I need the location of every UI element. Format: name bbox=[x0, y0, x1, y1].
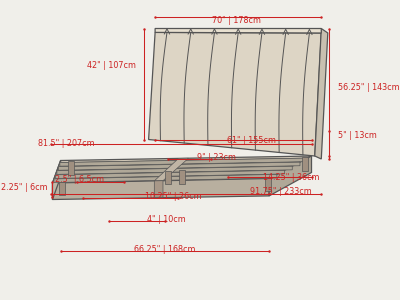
Polygon shape bbox=[54, 174, 277, 180]
Polygon shape bbox=[60, 182, 65, 195]
Polygon shape bbox=[54, 174, 277, 182]
Text: 14.25" | 36cm: 14.25" | 36cm bbox=[263, 172, 319, 182]
Polygon shape bbox=[265, 178, 270, 191]
Text: 81.5" | 207cm: 81.5" | 207cm bbox=[38, 140, 95, 148]
Polygon shape bbox=[52, 160, 61, 200]
Text: 56.25" | 143cm: 56.25" | 143cm bbox=[338, 82, 399, 91]
Text: 66.25" | 168cm: 66.25" | 168cm bbox=[134, 244, 196, 253]
Text: 4" | 10cm: 4" | 10cm bbox=[147, 214, 186, 224]
Polygon shape bbox=[165, 171, 171, 184]
Polygon shape bbox=[154, 181, 163, 197]
Polygon shape bbox=[302, 157, 308, 171]
Text: 70" | 178cm: 70" | 178cm bbox=[212, 16, 261, 25]
Polygon shape bbox=[68, 161, 74, 175]
Text: 9" | 23cm: 9" | 23cm bbox=[198, 153, 236, 162]
Polygon shape bbox=[315, 28, 328, 159]
Polygon shape bbox=[154, 158, 188, 181]
Polygon shape bbox=[55, 170, 284, 175]
Text: 61" | 155cm: 61" | 155cm bbox=[227, 136, 276, 145]
Polygon shape bbox=[179, 170, 185, 184]
Polygon shape bbox=[57, 166, 292, 174]
Polygon shape bbox=[60, 158, 308, 164]
Polygon shape bbox=[57, 166, 292, 172]
Polygon shape bbox=[58, 162, 300, 170]
Polygon shape bbox=[56, 170, 284, 178]
Text: 10.25" | 26cm: 10.25" | 26cm bbox=[145, 192, 202, 201]
Text: 91.75" | 233cm: 91.75" | 233cm bbox=[250, 188, 311, 196]
Text: 2.25" | 6cm: 2.25" | 6cm bbox=[1, 183, 48, 192]
Polygon shape bbox=[155, 28, 321, 33]
Polygon shape bbox=[269, 156, 312, 196]
Text: 2.5" | 6.5cm: 2.5" | 6.5cm bbox=[56, 176, 104, 184]
Text: 42" | 107cm: 42" | 107cm bbox=[86, 61, 136, 70]
Polygon shape bbox=[60, 158, 308, 166]
Text: 5" | 13cm: 5" | 13cm bbox=[338, 130, 376, 140]
Polygon shape bbox=[52, 178, 269, 200]
Polygon shape bbox=[58, 162, 300, 167]
Polygon shape bbox=[148, 32, 321, 156]
Polygon shape bbox=[52, 156, 312, 183]
